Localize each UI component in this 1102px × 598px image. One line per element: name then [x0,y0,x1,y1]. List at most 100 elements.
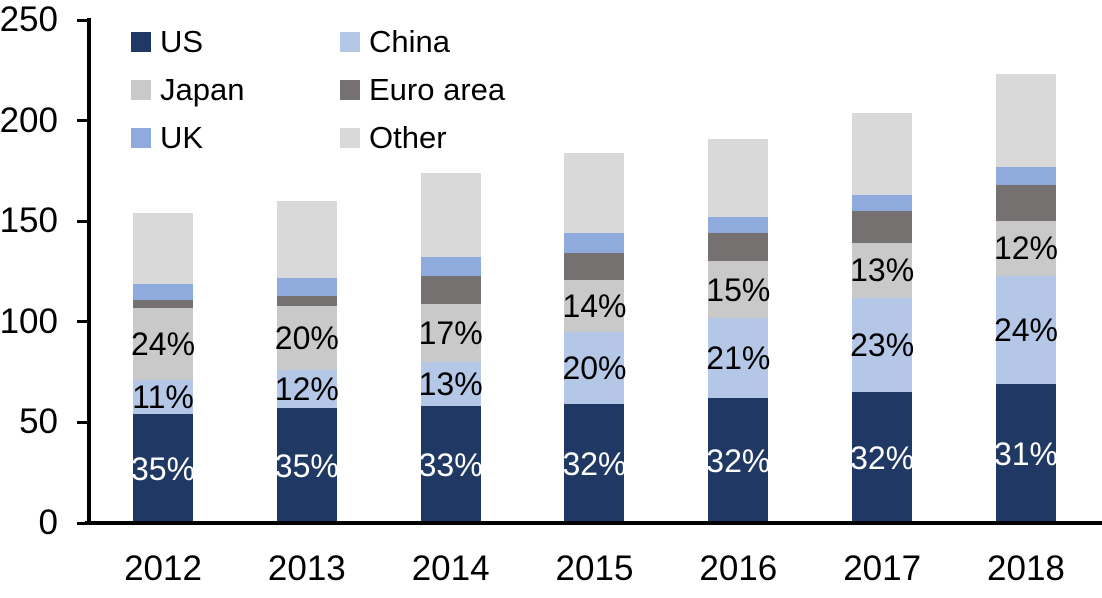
bar-label-2014-china: 13% [418,366,483,403]
bar-2016-japan [708,261,769,318]
x-axis-label-2015: 2015 [555,549,634,588]
x-axis-label-2017: 2017 [843,549,922,588]
bar-2013-uk [276,277,337,296]
bar-label-2015-us: 32% [562,445,627,482]
bar-2017-euro-area [852,211,913,244]
x-axis-label-2016: 2016 [699,549,778,588]
legend-label: Japan [160,72,245,107]
y-tick-mark [77,18,87,22]
legend-swatch-uk [131,128,151,148]
bar-label-2016-japan: 15% [706,271,771,308]
bar-2012-china [133,380,193,415]
bar-label-2018-japan: 12% [993,230,1058,267]
x-axis-label-2014: 2014 [411,549,490,588]
bar-2018-uk [995,166,1056,185]
bar-2016-us [708,398,769,523]
bar-2014-other [420,172,481,258]
bar-label-2015-japan: 14% [562,287,627,324]
bar-label-2013-us: 35% [274,447,339,484]
bar-2017-us [852,392,913,523]
bar-label-2013-china: 12% [274,371,339,408]
y-tick-label: 150 [0,201,58,241]
legend-label: UK [160,120,204,155]
bar-2016-uk [708,217,769,234]
legend-item-other: Other [340,114,505,162]
bar-label-2017-japan: 13% [850,252,915,289]
legend-label: US [160,24,204,59]
legend-item-japan: Japan [131,66,340,114]
bar-2013-china [276,370,337,409]
bar-2014-euro-area [420,275,481,304]
x-axis-label-2013: 2013 [267,549,346,588]
bar-2017-uk [852,195,913,212]
legend-label: China [369,24,450,59]
bar-2017-china [852,297,913,393]
bar-label-2016-china: 21% [706,340,771,377]
y-tick-mark [77,219,87,223]
bar-label-2014-japan: 17% [418,314,483,351]
bar-2012-japan [133,307,193,381]
x-axis-label-2018: 2018 [987,549,1065,588]
legend: US China Japan Euro area UK Other [131,18,505,162]
bar-label-2012-china: 11% [132,379,194,416]
bar-label-2017-china: 23% [850,326,915,363]
bar-label-2017-us: 32% [850,439,915,476]
legend-label: Other [369,120,447,155]
y-tick-label: 0 [38,503,58,542]
bar-2014-china [420,362,481,407]
bar-label-2018-us: 31% [993,435,1058,472]
bar-2015-euro-area [564,253,625,280]
legend-label: Euro area [369,72,506,107]
bar-2016-euro-area [708,233,769,262]
bar-2012-us [133,414,193,523]
bar-2015-china [564,331,625,405]
y-tick-label: 200 [0,100,58,140]
legend-item-us: US [131,18,340,66]
bar-label-2013-japan: 20% [274,319,339,356]
legend-swatch-china [340,32,360,52]
bar-label-2018-china: 24% [993,311,1058,348]
bar-2013-euro-area [276,295,337,306]
x-axis-label-2012: 2012 [124,549,202,588]
y-tick-mark [77,521,87,525]
y-axis-line [87,18,91,525]
y-tick-mark [77,420,87,424]
legend-swatch-other [340,128,360,148]
y-tick-label: 250 [0,0,58,39]
legend-item-china: China [340,18,505,66]
legend-swatch-us [131,32,151,52]
bar-2018-other [995,74,1056,167]
bar-2012-uk [133,283,193,300]
bar-2012-other [133,213,193,284]
bar-label-2015-china: 20% [562,350,627,387]
bar-2015-japan [564,279,625,332]
bar-label-2012-us: 35% [130,450,196,487]
legend-swatch-japan [131,80,151,100]
y-tick-mark [77,119,87,123]
bar-2014-japan [420,303,481,363]
bar-2015-us [564,404,625,523]
bar-2013-japan [276,305,337,371]
bar-2018-china [995,275,1056,385]
bar-2013-other [276,201,337,278]
bar-2015-other [564,152,625,234]
legend-item-uk: UK [131,114,340,162]
bar-2015-uk [564,233,625,254]
y-tick-mark [77,320,87,324]
bar-2016-other [708,138,769,218]
bar-label-2012-japan: 24% [130,325,196,362]
bar-2013-us [276,408,337,523]
bar-label-2014-us: 33% [418,446,483,483]
bar-2018-japan [995,221,1056,276]
y-tick-label: 100 [0,301,58,341]
bar-2018-euro-area [995,184,1056,222]
bar-label-2016-us: 32% [706,442,771,479]
bar-2018-us [995,384,1056,523]
bar-2017-other [852,112,913,196]
bar-2016-china [708,317,769,399]
legend-item-euro-area: Euro area [340,66,505,114]
bar-2014-us [420,406,481,523]
y-tick-label: 50 [19,402,58,442]
legend-swatch-euro-area [340,80,360,100]
